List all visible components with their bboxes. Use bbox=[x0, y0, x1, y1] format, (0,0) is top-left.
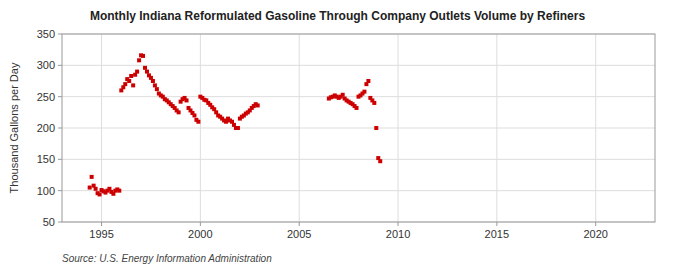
y-tick-label: 50 bbox=[43, 216, 55, 228]
point bbox=[127, 79, 131, 83]
chart-svg: 1995 2000 2005 2010 2015 2020 50 100 150 200 250 30… bbox=[0, 0, 675, 275]
y-grid-line bbox=[62, 65, 655, 66]
y-tick bbox=[58, 190, 62, 191]
plot-area bbox=[62, 34, 655, 222]
x-tick-label: 2005 bbox=[287, 228, 311, 240]
point bbox=[374, 126, 378, 130]
x-tick bbox=[595, 222, 596, 226]
point bbox=[366, 79, 370, 83]
x-tick-label: 2000 bbox=[188, 228, 212, 240]
point bbox=[355, 106, 359, 110]
point bbox=[151, 79, 155, 83]
point bbox=[372, 101, 376, 105]
point bbox=[137, 58, 141, 62]
point bbox=[153, 83, 157, 87]
point bbox=[88, 186, 92, 190]
x-tick bbox=[398, 222, 399, 226]
y-axis-label: Thousand Gallons per Day bbox=[8, 62, 20, 193]
point bbox=[131, 83, 135, 87]
point bbox=[362, 90, 366, 94]
point bbox=[196, 120, 200, 124]
point bbox=[141, 54, 145, 58]
y-grid-line bbox=[62, 159, 655, 160]
point bbox=[236, 126, 240, 130]
point bbox=[341, 93, 345, 97]
x-tick bbox=[496, 222, 497, 226]
point bbox=[378, 159, 382, 163]
point bbox=[145, 70, 149, 74]
y-tick bbox=[58, 65, 62, 66]
y-tick-label: 150 bbox=[37, 153, 55, 165]
point bbox=[129, 74, 133, 78]
point bbox=[98, 192, 102, 196]
x-tick bbox=[200, 222, 201, 226]
point bbox=[94, 187, 98, 191]
x-tick bbox=[101, 222, 102, 226]
points bbox=[88, 53, 383, 196]
y-tick-label: 100 bbox=[37, 185, 55, 197]
point bbox=[117, 189, 121, 193]
plot-frame bbox=[62, 34, 655, 222]
x-tick bbox=[299, 222, 300, 226]
point bbox=[192, 113, 196, 117]
y-tick-label: 200 bbox=[37, 122, 55, 134]
point bbox=[135, 70, 139, 74]
chart-title: Monthly Indiana Reformulated Gasoline Th… bbox=[90, 9, 585, 23]
source-note: Source: U.S. Energy Information Administ… bbox=[62, 253, 272, 264]
point bbox=[256, 103, 260, 107]
y-tick-label: 350 bbox=[37, 28, 55, 40]
point bbox=[177, 110, 181, 114]
x-tick-label: 2020 bbox=[583, 228, 607, 240]
y-tick bbox=[58, 34, 62, 35]
axes: 1995 2000 2005 2010 2015 2020 50 100 150 200 250 30… bbox=[37, 28, 608, 240]
y-grid-line bbox=[62, 190, 655, 191]
point bbox=[185, 98, 189, 102]
x-tick-label: 2010 bbox=[386, 228, 410, 240]
y-tick bbox=[58, 159, 62, 160]
point bbox=[155, 87, 159, 91]
y-tick bbox=[58, 222, 62, 223]
grid bbox=[62, 34, 655, 222]
point bbox=[90, 175, 94, 179]
point bbox=[143, 66, 147, 70]
x-tick-label: 1995 bbox=[89, 228, 113, 240]
y-grid-line bbox=[62, 128, 655, 129]
y-tick bbox=[58, 96, 62, 97]
chart-container: 1995 2000 2005 2010 2015 2020 50 100 150 200 250 30… bbox=[0, 0, 675, 275]
y-tick-label: 300 bbox=[37, 59, 55, 71]
y-tick bbox=[58, 128, 62, 129]
y-tick-label: 250 bbox=[37, 91, 55, 103]
point bbox=[123, 82, 127, 86]
x-tick-label: 2015 bbox=[485, 228, 509, 240]
